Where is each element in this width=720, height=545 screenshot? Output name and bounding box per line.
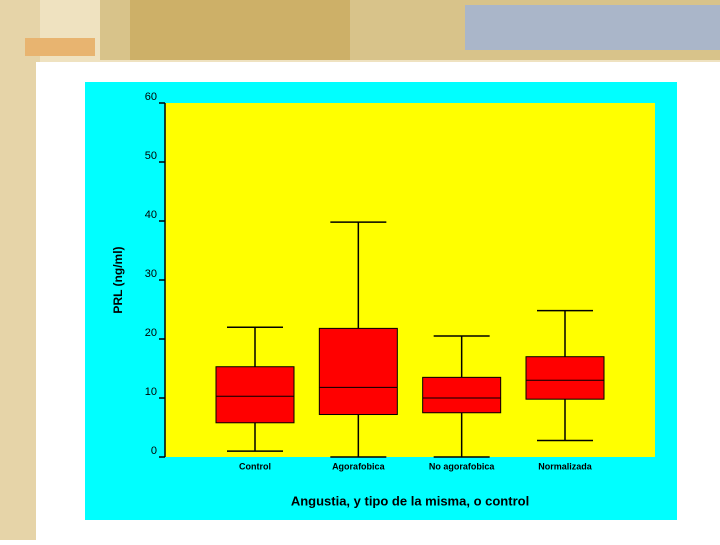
leaf-decor bbox=[130, 0, 350, 60]
side-texture bbox=[0, 0, 40, 540]
box bbox=[215, 366, 295, 424]
x-tick-label: No agorafobica bbox=[429, 461, 496, 471]
x-tick-label: Agorafobica bbox=[332, 461, 386, 471]
y-tick-label: 30 bbox=[145, 268, 157, 280]
y-tick-label: 40 bbox=[145, 209, 157, 221]
x-axis-label: Angustia, y tipo de la misma, o control bbox=[291, 493, 529, 508]
y-tick-label: 10 bbox=[145, 386, 157, 398]
box bbox=[422, 376, 502, 414]
flower-decor bbox=[465, 5, 720, 50]
y-tick-label: 0 bbox=[151, 445, 157, 457]
x-tick-label: Normalizada bbox=[538, 461, 593, 471]
y-tick-label: 60 bbox=[145, 91, 157, 103]
x-tick-label: Control bbox=[239, 461, 271, 471]
box bbox=[525, 356, 605, 400]
y-axis-label: PRL (ng/ml) bbox=[111, 246, 125, 313]
y-tick-label: 20 bbox=[145, 327, 157, 339]
box bbox=[318, 327, 398, 416]
accent-bar bbox=[25, 38, 95, 56]
y-tick-label: 50 bbox=[145, 150, 157, 162]
